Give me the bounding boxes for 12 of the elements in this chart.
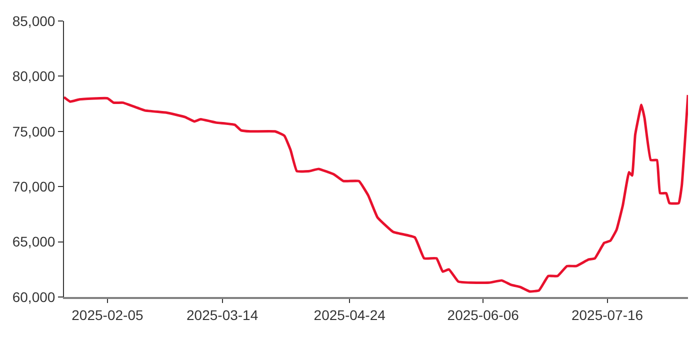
x-tick-label: 2025-03-14 [186, 306, 258, 323]
y-tick-label: 60,000 [12, 288, 56, 305]
x-tick-label: 2025-07-16 [571, 306, 644, 323]
y-tick-label: 65,000 [12, 234, 56, 250]
x-tick-label: 2025-04-24 [314, 306, 386, 323]
x-tick-label: 2025-06-06 [447, 306, 520, 323]
y-tick-label: 70,000 [12, 178, 56, 194]
y-tick-label: 80,000 [12, 68, 56, 84]
y-tick-label: 75,000 [12, 123, 56, 140]
line-series [64, 94, 688, 293]
y-tick-label: 85,000 [12, 12, 56, 29]
x-tick-label: 2025-02-05 [72, 306, 144, 323]
